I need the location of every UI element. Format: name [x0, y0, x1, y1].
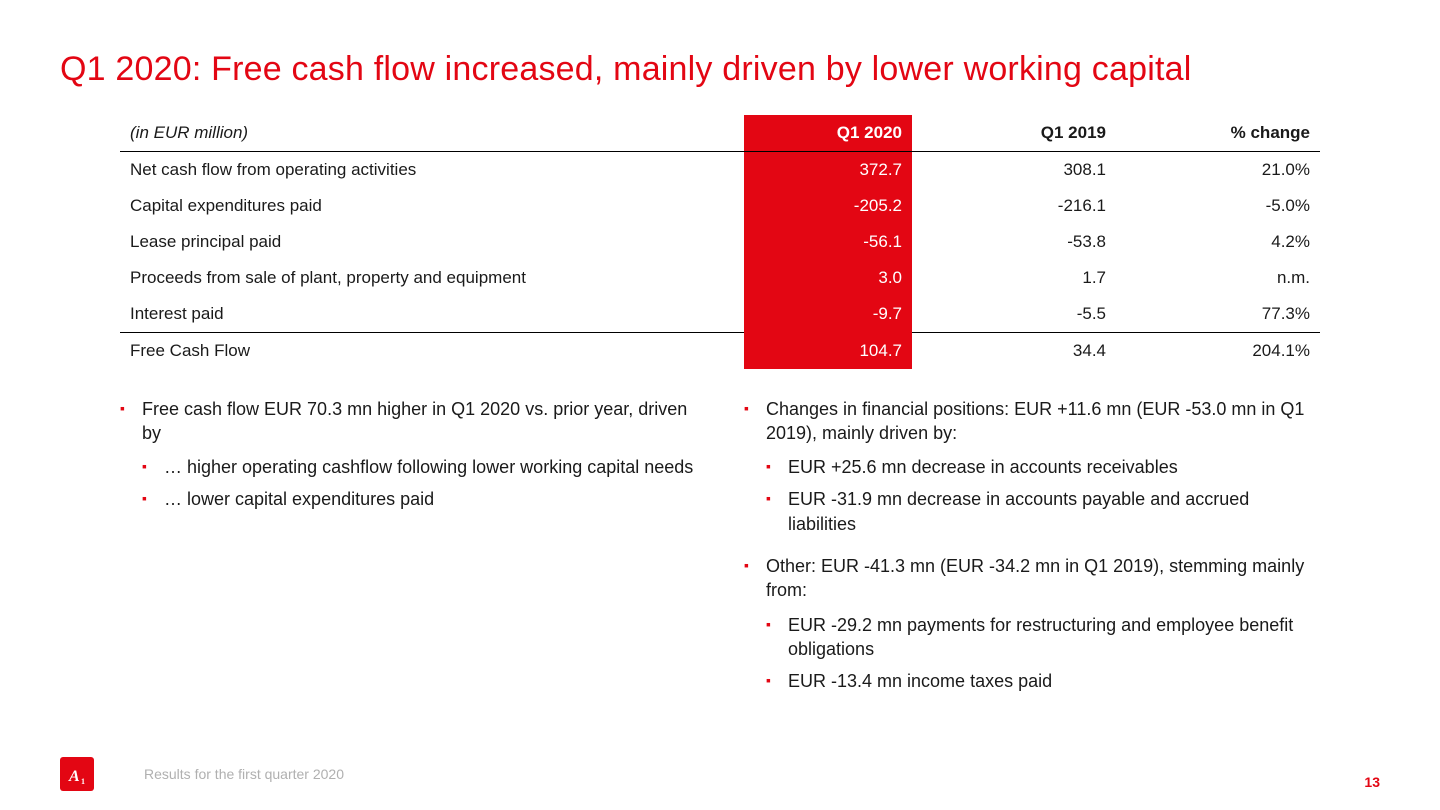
row-value: -9.7 [744, 296, 912, 333]
row-value: 21.0% [1116, 151, 1320, 188]
bullet-item: Free cash flow EUR 70.3 mn higher in Q1 … [120, 397, 696, 512]
row-value: -216.1 [912, 188, 1116, 224]
table-header-label: (in EUR million) [120, 115, 744, 152]
row-value: 372.7 [744, 151, 912, 188]
page-number: 13 [1364, 774, 1380, 790]
table-header-row: (in EUR million) Q1 2020 Q1 2019 % chang… [120, 115, 1320, 152]
table-row: Capital expenditures paid-205.2-216.1-5.… [120, 188, 1320, 224]
total-value: 204.1% [1116, 332, 1320, 369]
row-value: -56.1 [744, 224, 912, 260]
sub-bullet-list: EUR +25.6 mn decrease in accounts receiv… [766, 455, 1320, 536]
a1-logo-icon: A 1 [65, 762, 89, 786]
bullet-item: Changes in financial positions: EUR +11.… [744, 397, 1320, 536]
row-value: -5.0% [1116, 188, 1320, 224]
table-row: Lease principal paid-56.1-53.84.2% [120, 224, 1320, 260]
sub-bullet-list: … higher operating cashflow following lo… [142, 455, 696, 512]
row-label: Interest paid [120, 296, 744, 333]
sub-bullet-item: EUR +25.6 mn decrease in accounts receiv… [766, 455, 1320, 479]
brand-logo: A 1 [60, 757, 94, 791]
total-value: 34.4 [912, 332, 1116, 369]
bullet-text: Other: EUR -41.3 mn (EUR -34.2 mn in Q1 … [766, 556, 1304, 600]
table-header-col-2: % change [1116, 115, 1320, 152]
slide-footer: A 1 Results for the first quarter 2020 [0, 756, 1440, 792]
table-total-row: Free Cash Flow104.734.4204.1% [120, 332, 1320, 369]
svg-text:1: 1 [81, 777, 85, 786]
table-row: Interest paid-9.7-5.577.3% [120, 296, 1320, 333]
footer-text: Results for the first quarter 2020 [144, 766, 344, 782]
row-value: 1.7 [912, 260, 1116, 296]
sub-bullet-item: … lower capital expenditures paid [142, 487, 696, 511]
cashflow-table-wrap: (in EUR million) Q1 2020 Q1 2019 % chang… [120, 115, 1320, 369]
table-row: Proceeds from sale of plant, property an… [120, 260, 1320, 296]
row-label: Proceeds from sale of plant, property an… [120, 260, 744, 296]
row-value: 4.2% [1116, 224, 1320, 260]
bullet-text: Changes in financial positions: EUR +11.… [766, 399, 1304, 443]
sub-bullet-item: EUR -29.2 mn payments for restructuring … [766, 613, 1320, 662]
sub-bullet-item: EUR -13.4 mn income taxes paid [766, 669, 1320, 693]
row-label: Net cash flow from operating activities [120, 151, 744, 188]
row-value: 77.3% [1116, 296, 1320, 333]
row-value: -53.8 [912, 224, 1116, 260]
table-header-col-1: Q1 2019 [912, 115, 1116, 152]
row-label: Lease principal paid [120, 224, 744, 260]
total-value: 104.7 [744, 332, 912, 369]
page-title: Q1 2020: Free cash flow increased, mainl… [60, 48, 1380, 91]
row-value: 3.0 [744, 260, 912, 296]
bullet-col-left: Free cash flow EUR 70.3 mn higher in Q1 … [120, 397, 696, 712]
slide: Q1 2020: Free cash flow increased, mainl… [0, 0, 1440, 810]
total-label: Free Cash Flow [120, 332, 744, 369]
table-row: Net cash flow from operating activities3… [120, 151, 1320, 188]
sub-bullet-item: EUR -31.9 mn decrease in accounts payabl… [766, 487, 1320, 536]
sub-bullet-item: … higher operating cashflow following lo… [142, 455, 696, 479]
row-value: 308.1 [912, 151, 1116, 188]
bullet-item: Other: EUR -41.3 mn (EUR -34.2 mn in Q1 … [744, 554, 1320, 693]
row-value: -205.2 [744, 188, 912, 224]
bullet-columns: Free cash flow EUR 70.3 mn higher in Q1 … [120, 397, 1320, 712]
row-label: Capital expenditures paid [120, 188, 744, 224]
table-header-col-0: Q1 2020 [744, 115, 912, 152]
svg-text:A: A [68, 768, 80, 785]
sub-bullet-list: EUR -29.2 mn payments for restructuring … [766, 613, 1320, 694]
bullet-col-right: Changes in financial positions: EUR +11.… [744, 397, 1320, 712]
bullet-text: Free cash flow EUR 70.3 mn higher in Q1 … [142, 399, 687, 443]
cashflow-table: (in EUR million) Q1 2020 Q1 2019 % chang… [120, 115, 1320, 369]
row-value: n.m. [1116, 260, 1320, 296]
row-value: -5.5 [912, 296, 1116, 333]
